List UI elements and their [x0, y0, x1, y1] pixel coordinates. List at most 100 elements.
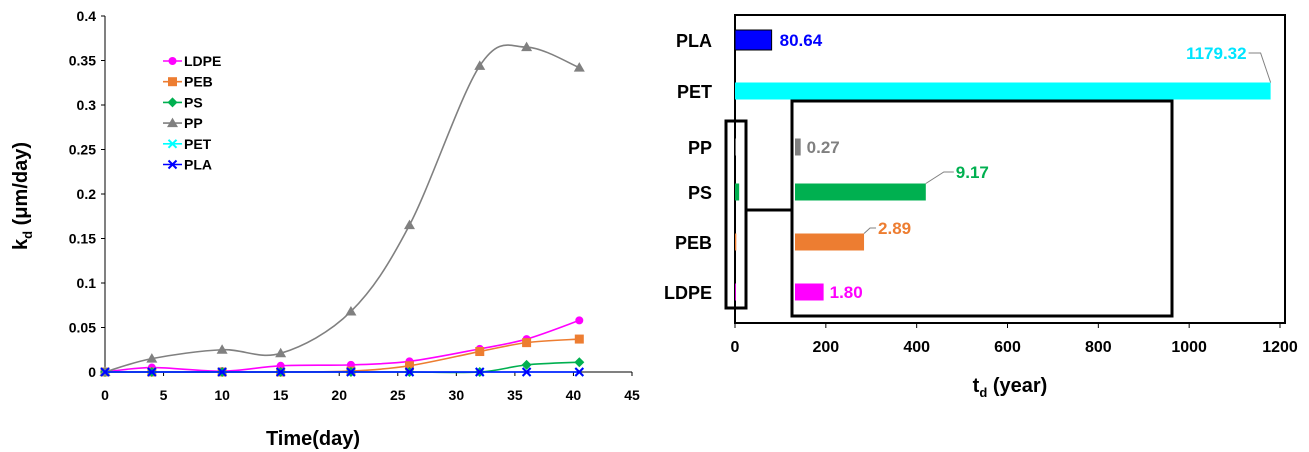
- legend-pp-label: PP: [184, 115, 203, 131]
- category-label-pet: PET: [677, 82, 712, 102]
- left-y-axis-title-sub: d: [20, 231, 35, 239]
- bar-ps-value-label: 9.17: [956, 163, 989, 182]
- left-x-tick-label: 20: [331, 387, 347, 403]
- series-ps-point: [574, 357, 585, 368]
- series-pp-point: [275, 347, 287, 358]
- bar-pp-value-label: 0.27: [807, 138, 840, 157]
- legend-pp-marker: [167, 117, 178, 128]
- series-pla-point: [521, 367, 532, 377]
- left-x-tick-label: 40: [566, 387, 582, 403]
- series-peb-point: [522, 338, 532, 348]
- series-pla-point: [346, 367, 356, 377]
- left-y-tick-label: 0.35: [69, 53, 96, 69]
- left-x-ticks: 0 5 10 15 20 25 30 35 40 45: [101, 372, 640, 403]
- legend-peb-marker: [168, 77, 177, 87]
- legend-pet-label: PET: [184, 136, 212, 152]
- series-ps: [100, 357, 585, 377]
- bar-pet-leader: [1248, 52, 1272, 83]
- bar-ps: [735, 183, 740, 201]
- series-pp-point: [216, 344, 228, 354]
- bar-ldpe: [735, 283, 736, 301]
- series-ps-point: [521, 359, 532, 370]
- left-y-tick-label: 0.15: [69, 231, 96, 247]
- right-x-axis-title: td (year): [973, 375, 1048, 400]
- bar-ldpe-value-label: 1.80: [830, 283, 863, 302]
- bar-peb-leader: [863, 227, 877, 234]
- right-x-tick-label: 200: [812, 339, 839, 356]
- left-y-tick-label: 0.1: [77, 275, 97, 291]
- series-pp-point: [146, 353, 158, 363]
- series-pla-point: [100, 367, 110, 377]
- series-peb-point: [404, 361, 414, 371]
- left-y-tick-label: 0.3: [77, 97, 97, 113]
- bar-pla: [735, 30, 772, 50]
- series-pla-point: [217, 367, 227, 377]
- left-x-axis-title: Time(day): [266, 428, 360, 450]
- series-pla-point: [404, 367, 415, 377]
- right-x-ticks: 0 200 400 600 800 1000 1200: [731, 323, 1298, 356]
- series-pp-line: [104, 44, 580, 373]
- td-bar-chart: 0 200 400 600 800 1000 1200 PLAPETPPPSPEBLDPE …: [664, 14, 1298, 400]
- left-x-tick-label: 0: [101, 387, 109, 403]
- right-x-tick-label: 1200: [1262, 339, 1298, 356]
- legend-pet-marker: [167, 139, 178, 149]
- right-x-axis-title-sub: d: [979, 385, 987, 400]
- right-x-tick-label: 600: [994, 339, 1021, 356]
- legend-ps-label: PS: [184, 94, 203, 110]
- zoom-source-box: [724, 119, 748, 310]
- legend-pla-label: PLA: [184, 157, 212, 173]
- left-legend: LDPE PEB PS PP PET PLA: [163, 53, 221, 173]
- left-x-tick-label: 25: [390, 387, 406, 403]
- left-y-ticks: 0 0.05 0.1 0.15 0.2 0.25 0.3 0.35 0.4: [69, 8, 105, 380]
- category-label-ps: PS: [688, 183, 712, 203]
- bar-pet-value-label: 1179.32: [1186, 44, 1247, 63]
- right-category-labels: PLA PET PP PS PEB LDPE: [664, 31, 712, 303]
- legend-ldpe-label: LDPE: [184, 53, 221, 69]
- left-x-tick-label: 30: [449, 387, 465, 403]
- series-pp: [99, 41, 585, 376]
- right-x-tick-label: 1000: [1171, 339, 1207, 356]
- series-pp-point: [403, 219, 415, 230]
- series-peb-point: [574, 334, 584, 344]
- legend-peb-label: PEB: [184, 74, 213, 90]
- legend-ps-marker: [167, 97, 178, 108]
- left-y-axis-title: kd (μm/day): [10, 142, 35, 250]
- bar-ps-zoom: [795, 183, 926, 201]
- right-x-tick-label: 400: [903, 339, 930, 356]
- bar-pp: [735, 138, 736, 156]
- bar-ps-leader: [925, 171, 954, 184]
- bar-peb: [735, 233, 737, 251]
- left-y-tick-label: 0.05: [69, 320, 96, 336]
- series-pp-point: [474, 60, 486, 70]
- bar-pla-outline: [734, 29, 773, 51]
- series-peb-point: [475, 347, 485, 357]
- zoom-inset-box: [790, 99, 1174, 318]
- right-plot-area: [734, 14, 1286, 324]
- bar-pla-value-label: 80.64: [780, 31, 823, 50]
- bar-peb-value-label: 2.89: [878, 219, 911, 238]
- bar-peb-zoom: [795, 233, 865, 251]
- right-x-axis-title-t: t: [973, 375, 980, 397]
- bar-pp-zoom: [795, 138, 801, 156]
- series-ldpe-point: [575, 316, 584, 325]
- bar-pet: [735, 82, 1271, 100]
- series-pla-point: [275, 367, 286, 377]
- category-label-peb: PEB: [675, 233, 712, 253]
- left-y-axis-title-k: k: [10, 238, 32, 250]
- left-x-tick-label: 10: [214, 387, 230, 403]
- series-pp-point: [521, 41, 533, 52]
- bar-ldpe-zoom: [795, 283, 824, 301]
- right-x-tick-label: 800: [1085, 339, 1112, 356]
- left-x-tick-label: 5: [160, 387, 168, 403]
- legend-ldpe-marker: [168, 57, 177, 65]
- right-bars-group: 80.64 1179.32 0.27 9.17 2.89 1.80: [734, 29, 1272, 302]
- series-pp-point: [573, 62, 585, 72]
- right-x-tick-label: 0: [731, 339, 740, 356]
- series-pla-point: [475, 367, 485, 377]
- series-pp-point: [345, 305, 357, 316]
- left-x-tick-label: 35: [507, 387, 523, 403]
- left-series-group: [99, 41, 585, 377]
- left-y-tick-label: 0: [88, 364, 96, 380]
- series-pla: [100, 367, 585, 377]
